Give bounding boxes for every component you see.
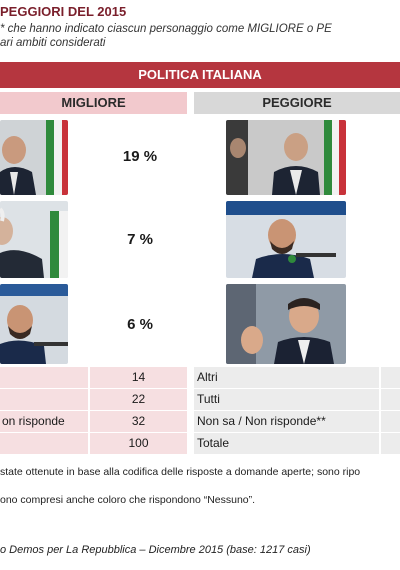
- photo-best-3: [0, 284, 68, 364]
- subtitle-line-2: ari ambiti considerati: [0, 37, 106, 49]
- column-header-best: MIGLIORE: [0, 92, 187, 114]
- photo-worst-1: [226, 120, 346, 195]
- left-value: 100: [90, 433, 187, 454]
- percent-2: 7 %: [127, 231, 153, 248]
- table-row: 22 Tutti: [0, 389, 400, 410]
- photo-worst-2: [226, 201, 346, 278]
- photo-best-1: [0, 120, 68, 195]
- page-subtitle: * che hanno indicato ciascun personaggio…: [0, 22, 332, 50]
- subtitle-line-1: * che hanno indicato ciascun personaggio…: [0, 23, 332, 35]
- left-label: [0, 367, 88, 388]
- right-value-cell: [381, 433, 400, 454]
- left-label: [0, 389, 88, 410]
- right-value-cell: [381, 389, 400, 410]
- source-line: o Demos per La Repubblica – Dicembre 201…: [0, 544, 311, 556]
- percent-3: 6 %: [127, 316, 153, 333]
- left-label: [0, 433, 88, 454]
- right-value-cell: [381, 411, 400, 432]
- left-value: 32: [90, 411, 187, 432]
- right-label: Altri: [194, 367, 379, 388]
- table-row: on risponde 32 Non sa / Non risponde**: [0, 411, 400, 432]
- right-label: Tutti: [194, 389, 379, 410]
- left-value: 14: [90, 367, 187, 388]
- table-row: 14 Altri: [0, 367, 400, 388]
- footnote-1: state ottenute in base alla codifica del…: [0, 466, 361, 478]
- photo-worst-3: [226, 284, 346, 364]
- right-label: Non sa / Non risponde**: [194, 411, 379, 432]
- table-row: 100 Totale: [0, 433, 400, 454]
- column-header-worst: PEGGIORE: [194, 92, 400, 114]
- right-label: Totale: [194, 433, 379, 454]
- percent-1: 19 %: [122, 148, 158, 165]
- right-value-cell: [381, 367, 400, 388]
- footnote-2: ono compresi anche coloro che rispondono…: [0, 494, 256, 506]
- left-value: 22: [90, 389, 187, 410]
- left-label: on risponde: [0, 411, 88, 432]
- page-title: PEGGIORI DEL 2015: [0, 4, 127, 19]
- section-band: POLITICA ITALIANA: [0, 62, 400, 88]
- photo-best-2: [0, 201, 68, 278]
